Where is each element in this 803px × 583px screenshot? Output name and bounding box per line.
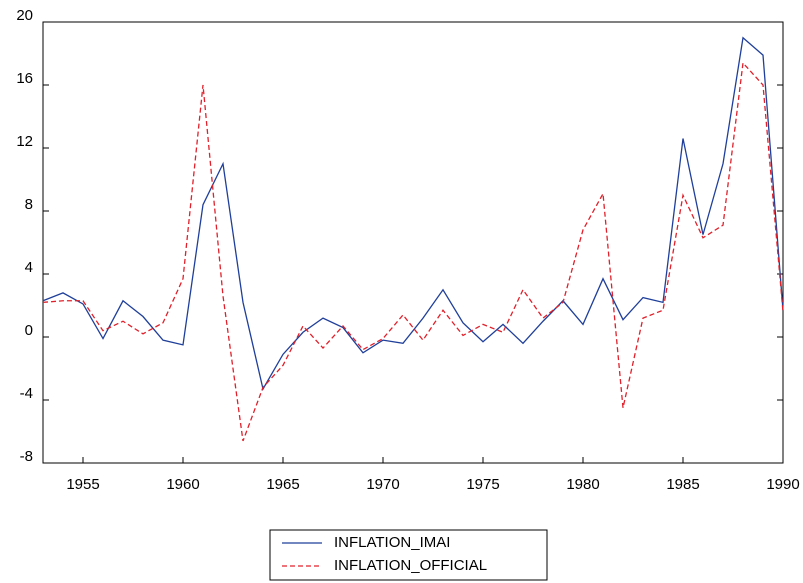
x-tick-label: 1985 [666, 476, 699, 493]
y-tick-label: 12 [16, 133, 33, 150]
y-tick-label: 8 [25, 196, 33, 213]
x-tick-label: 1960 [166, 476, 199, 493]
series-line [42, 61, 784, 442]
x-tick-label: 1975 [466, 476, 499, 493]
x-tick-label: 1955 [66, 476, 99, 493]
legend-label: INFLATION_OFFICIAL [334, 557, 487, 574]
x-tick-label: 1980 [566, 476, 599, 493]
x-tick-label: 1970 [366, 476, 399, 493]
x-tick-label: 1990 [766, 476, 799, 493]
y-tick-label: 0 [25, 322, 33, 339]
y-tick-label: -8 [20, 448, 33, 465]
series-line [42, 36, 784, 391]
legend-label: INFLATION_IMAI [334, 534, 450, 551]
y-tick-label: 16 [16, 70, 33, 87]
y-tick-label: 20 [16, 7, 33, 24]
legend-box [269, 529, 548, 581]
plot-frame [42, 21, 784, 464]
y-tick-label: 4 [25, 259, 33, 276]
x-tick-label: 1965 [266, 476, 299, 493]
y-tick-label: -4 [20, 385, 33, 402]
